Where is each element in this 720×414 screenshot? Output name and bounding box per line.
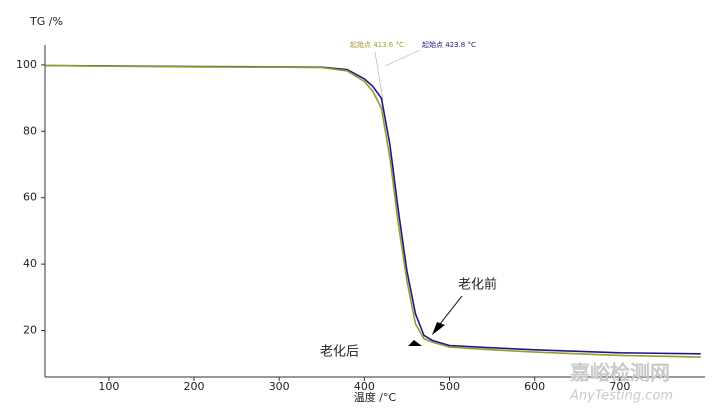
annotation-line (374, 51, 384, 101)
y-tick-label: 40 (23, 257, 37, 270)
arrow (408, 340, 422, 346)
x-tick-label: 700 (609, 380, 630, 393)
arrow-line (439, 295, 463, 325)
series-line (44, 64, 701, 358)
x-axis-label: 温度 /°C (354, 390, 397, 404)
y-axis-label: TG /% (29, 15, 63, 28)
arrow (432, 322, 445, 335)
y-tick-label: 20 (23, 324, 37, 337)
x-tick-label: 300 (269, 380, 290, 393)
annotation: 起始点 423.8 °C (422, 40, 476, 49)
x-tick-label: 200 (184, 380, 205, 393)
y-tick-label: 80 (23, 124, 37, 137)
x-tick-label: 600 (524, 380, 545, 393)
y-tick-label: 60 (23, 191, 37, 204)
x-tick-label: 400 (354, 380, 375, 393)
y-tick-label: 100 (16, 58, 37, 71)
annotation: 起始点 413.6 °C (350, 40, 404, 49)
x-tick-label: 500 (439, 380, 460, 393)
annotation-line (384, 49, 421, 67)
watermark: AnyTesting.com (569, 389, 673, 404)
series-label: 老化后 (320, 345, 359, 360)
series-line (44, 64, 701, 355)
series-label: 老化前 (458, 277, 497, 293)
x-tick-label: 100 (98, 380, 119, 393)
